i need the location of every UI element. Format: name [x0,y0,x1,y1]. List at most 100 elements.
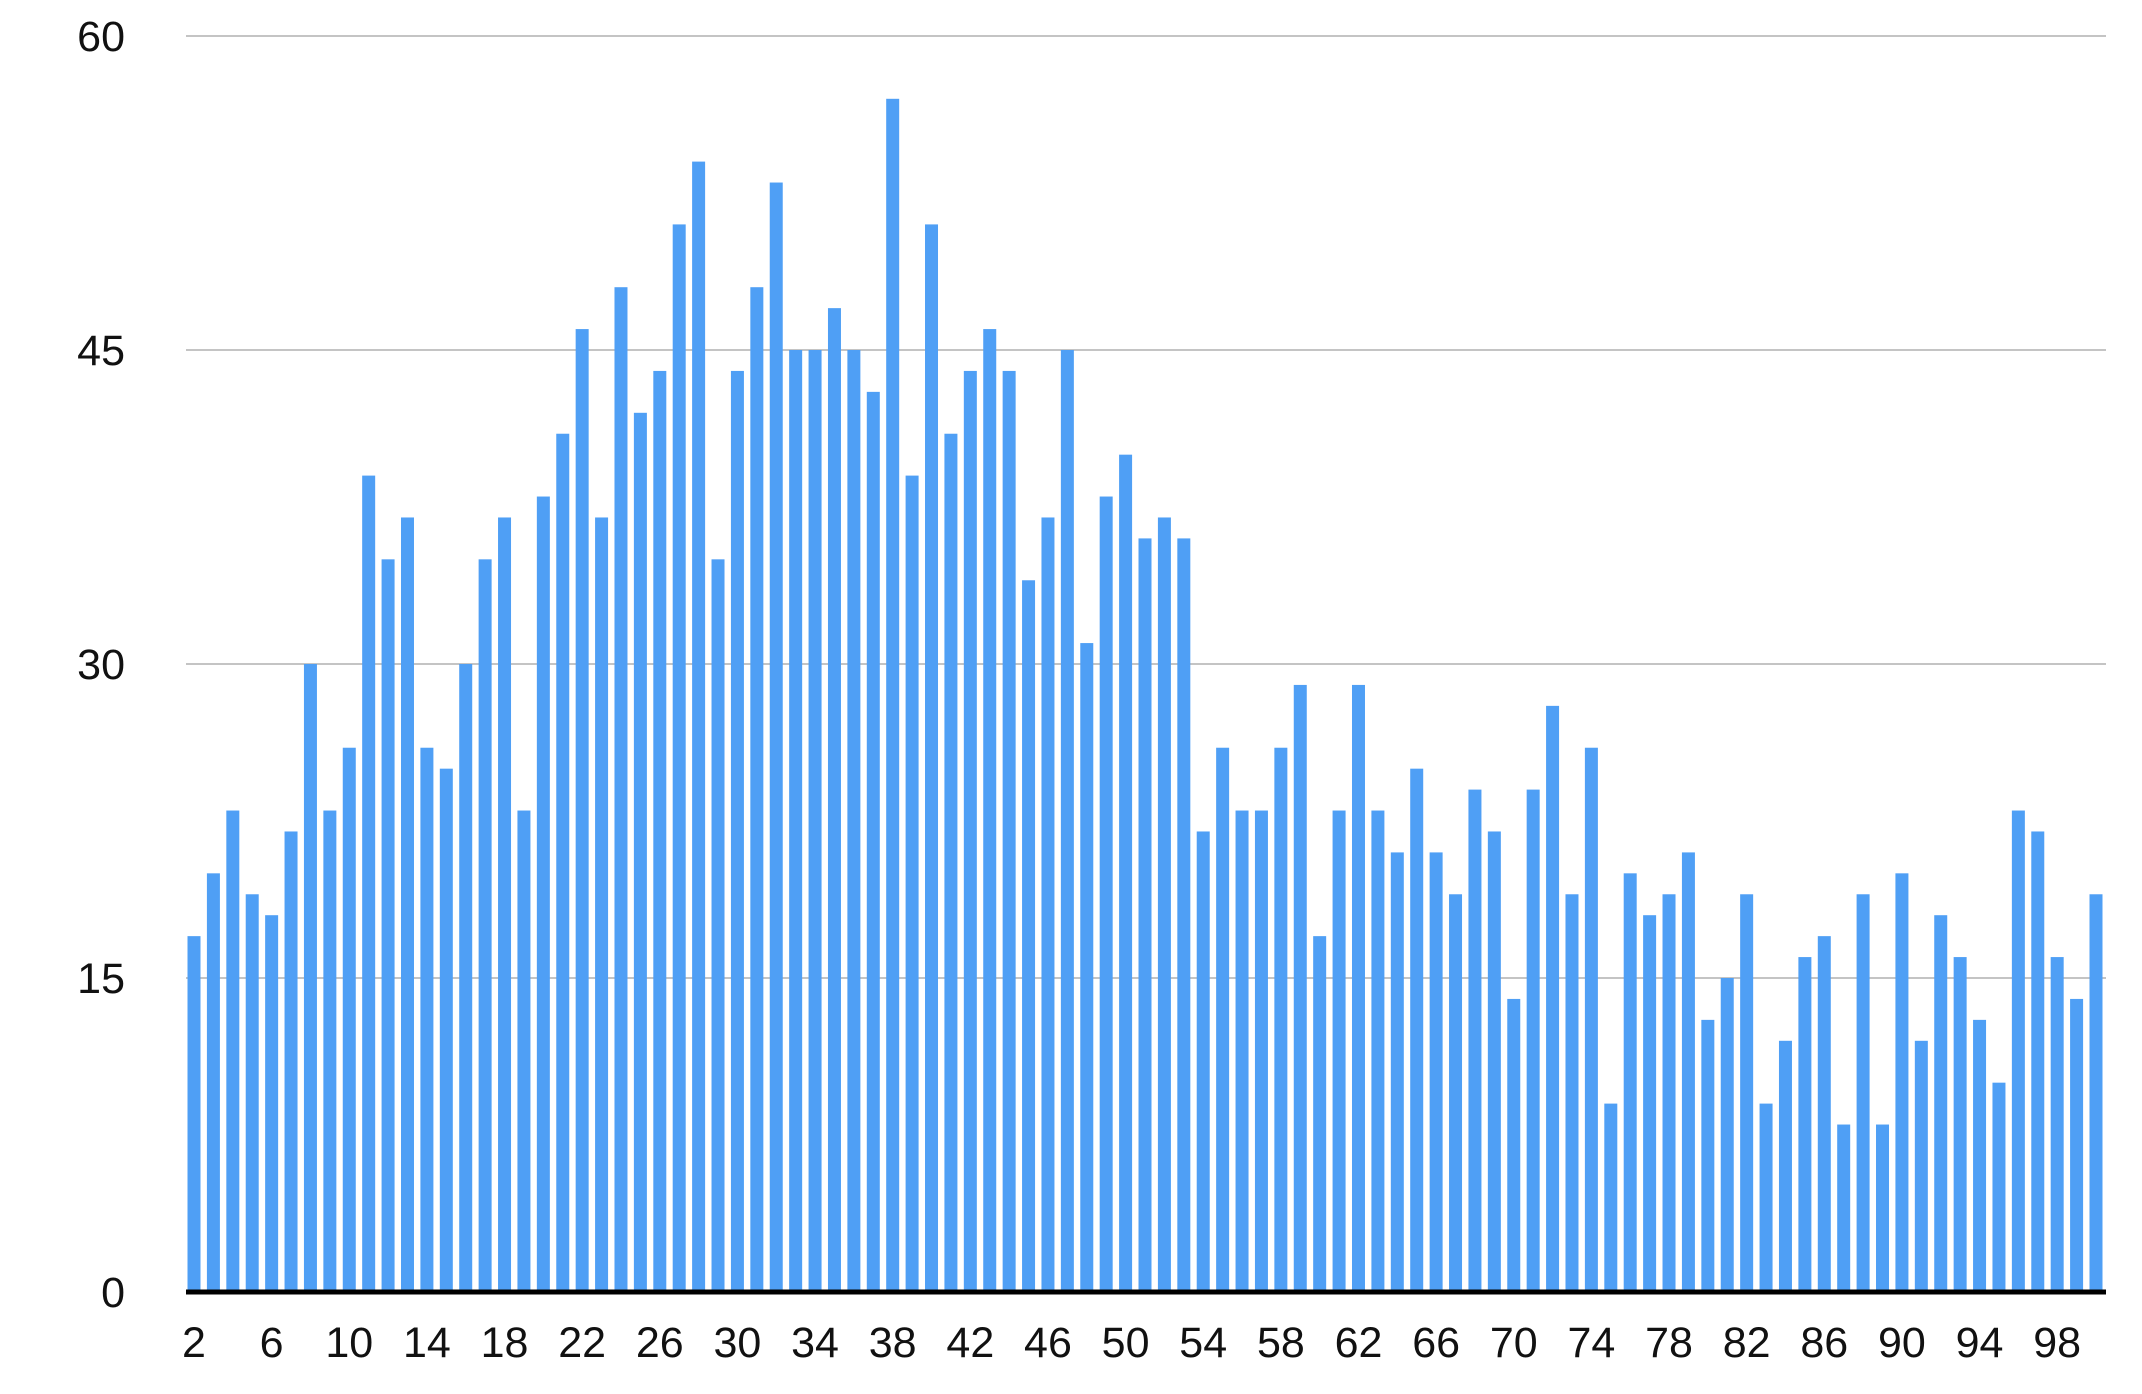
x-tick-label: 42 [946,1319,994,1367]
bar-39 [905,475,919,1293]
bar-3 [206,873,220,1292]
y-axis-tick-labels: 0 15 30 45 60 [77,13,125,1317]
x-tick-label: 54 [1179,1319,1227,1367]
x-tick-label: 22 [558,1319,606,1367]
bar-94 [1973,1019,1987,1292]
bar-8 [303,664,317,1292]
bar-71 [1526,789,1540,1292]
bar-27 [672,224,686,1292]
bar-7 [284,831,298,1292]
bar-100 [2089,894,2103,1292]
bar-33 [789,350,803,1292]
bar-92 [1934,915,1948,1292]
bar-80 [1701,1019,1715,1292]
bar-23 [595,517,609,1292]
bar-61 [1332,810,1346,1292]
bar-42 [963,370,977,1292]
bar-93 [1953,957,1967,1292]
x-tick-label: 30 [714,1319,762,1367]
bar-9 [323,810,337,1292]
bar-28 [692,161,706,1293]
bar-64 [1390,852,1404,1292]
x-tick-label: 70 [1490,1319,1538,1367]
bar-55 [1216,747,1230,1292]
bar-62 [1351,684,1365,1292]
bar-66 [1429,852,1443,1292]
bars [187,98,2103,1293]
x-tick-label: 98 [2033,1319,2081,1367]
bar-48 [1080,643,1094,1292]
bar-54 [1196,831,1210,1292]
bar-21 [556,433,570,1293]
y-tick-label: 15 [77,955,125,1003]
bar-68 [1468,789,1482,1292]
bar-52 [1157,517,1171,1292]
bar-47 [1060,350,1074,1292]
bar-84 [1778,1040,1792,1292]
bar-65 [1410,768,1424,1292]
bar-20 [536,496,550,1292]
bar-81 [1720,978,1734,1292]
bar-32 [769,182,783,1292]
x-tick-label: 86 [1800,1319,1848,1367]
bar-44 [1002,370,1016,1292]
x-tick-label: 62 [1335,1319,1383,1367]
bar-22 [575,329,589,1292]
bar-76 [1623,873,1637,1292]
bar-43 [983,329,997,1292]
bar-38 [886,98,900,1292]
bar-95 [1992,1082,2006,1292]
x-tick-label: 94 [1956,1319,2004,1367]
x-tick-label: 14 [403,1319,451,1367]
bar-31 [750,287,764,1292]
x-tick-label: 74 [1567,1319,1615,1367]
bar-79 [1681,852,1695,1292]
bar-12 [381,559,395,1292]
x-axis-tick-labels: 2 6 10 14 18 22 26 30 34 38 42 46 50 54 58 62 66 70 74 78 82… [182,1319,2081,1367]
bar-6 [265,915,279,1292]
bar-69 [1487,831,1501,1292]
x-tick-label: 66 [1412,1319,1460,1367]
bar-18 [498,517,512,1292]
bar-73 [1565,894,1579,1292]
bar-5 [245,894,259,1292]
bar-41 [944,433,958,1293]
bar-14 [420,747,434,1292]
bar-16 [459,664,473,1292]
x-tick-label: 50 [1102,1319,1150,1367]
bar-67 [1449,894,1463,1292]
bar-58 [1274,747,1288,1292]
y-tick-label: 0 [101,1269,125,1317]
bar-96 [2011,810,2025,1292]
bar-83 [1759,1103,1773,1292]
bar-85 [1798,957,1812,1292]
y-tick-label: 45 [77,327,125,375]
bar-56 [1235,810,1249,1292]
bar-11 [362,475,376,1293]
bar-24 [614,287,628,1292]
bar-4 [226,810,240,1292]
bar-98 [2050,957,2064,1292]
bar-53 [1177,538,1191,1292]
bar-63 [1371,810,1385,1292]
bar-30 [730,370,744,1292]
bar-87 [1837,1124,1851,1292]
bar-17 [478,559,492,1292]
bar-13 [400,517,414,1292]
bar-75 [1604,1103,1618,1292]
bar-37 [866,391,880,1292]
bar-15 [439,768,453,1292]
x-tick-label: 18 [481,1319,529,1367]
bar-10 [342,747,356,1292]
bar-34 [808,350,822,1292]
x-tick-label: 38 [869,1319,917,1367]
bar-40 [925,224,939,1292]
x-tick-label: 34 [791,1319,839,1367]
bar-91 [1914,1040,1928,1292]
x-tick-label: 26 [636,1319,684,1367]
bar-57 [1254,810,1268,1292]
x-tick-label: 10 [325,1319,373,1367]
bar-51 [1138,538,1152,1292]
bar-2 [187,936,201,1292]
